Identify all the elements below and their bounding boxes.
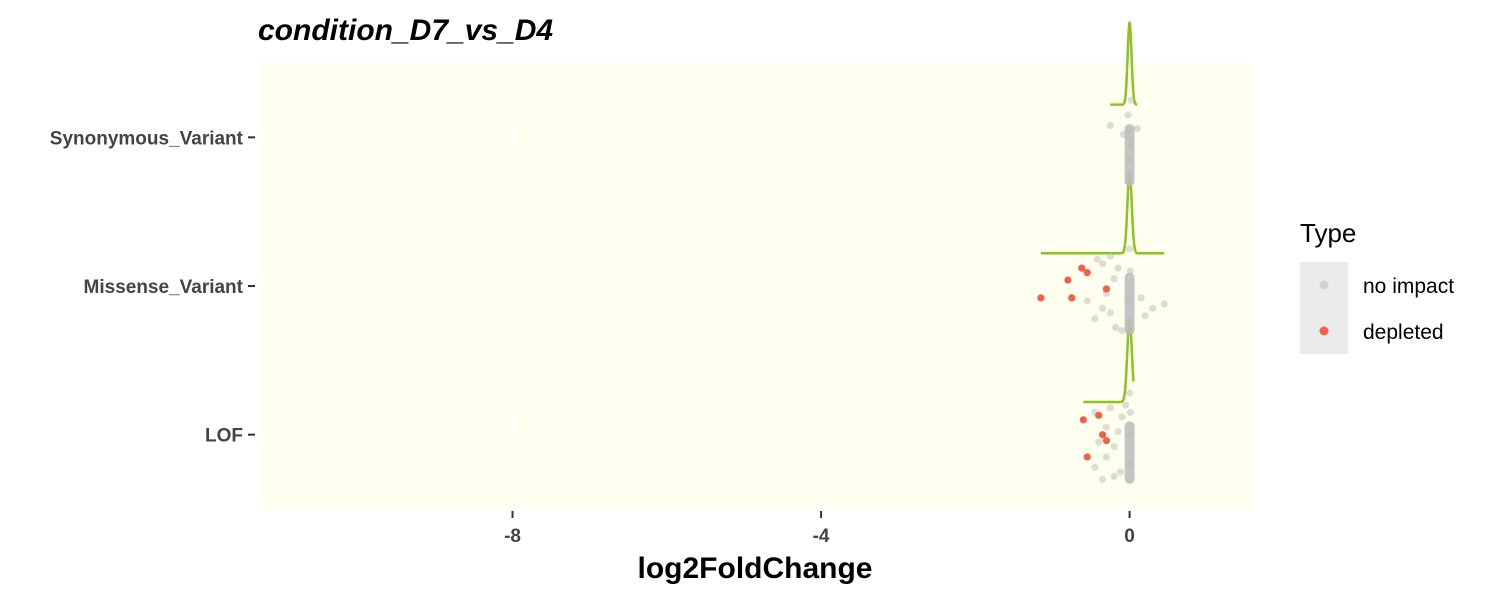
data-point — [1110, 274, 1118, 283]
data-point — [1149, 304, 1157, 312]
chart-title: condition_D7_vs_D4 — [258, 14, 553, 47]
legend-title: Type — [1300, 218, 1356, 248]
x-axis: -8 -4 0 — [504, 511, 1135, 547]
y-tick-label: Missense_Variant — [84, 277, 244, 298]
data-point — [1114, 264, 1122, 272]
data-point — [1102, 423, 1111, 431]
legend: Type no impact depleted — [1300, 218, 1454, 354]
data-point — [1095, 411, 1103, 419]
data-point — [1098, 304, 1107, 312]
legend-label: depleted — [1363, 321, 1444, 344]
data-point — [1112, 324, 1120, 332]
data-point — [1093, 255, 1101, 263]
data-point-cluster — [1124, 421, 1135, 484]
data-point — [1106, 121, 1114, 130]
data-point — [1126, 408, 1134, 416]
density-curve — [1110, 20, 1138, 106]
data-points — [1037, 96, 1168, 484]
data-point — [1116, 468, 1124, 476]
data-point — [1106, 252, 1114, 260]
legend-marker — [1319, 326, 1329, 336]
data-point-cluster — [1124, 123, 1135, 187]
x-tick-label: -8 — [504, 526, 521, 547]
data-point — [1124, 111, 1132, 119]
data-point — [1133, 124, 1141, 133]
data-point — [1160, 300, 1168, 308]
data-point — [1091, 463, 1099, 471]
x-axis-label: log2FoldChange — [638, 552, 873, 585]
data-point — [1137, 294, 1145, 302]
data-point — [1106, 309, 1114, 317]
data-point — [1110, 442, 1118, 451]
data-point — [1102, 453, 1111, 461]
data-point — [1068, 294, 1076, 302]
data-point — [1095, 438, 1103, 446]
data-point — [1125, 389, 1134, 397]
legend-label: no impact — [1363, 275, 1454, 298]
data-point — [1125, 245, 1134, 253]
data-point-cluster — [1124, 272, 1135, 336]
data-point — [1102, 437, 1111, 445]
data-point — [1083, 297, 1091, 305]
data-point — [1037, 294, 1045, 302]
data-point — [1118, 413, 1126, 421]
data-point — [1127, 96, 1135, 104]
x-tick-label: -4 — [813, 526, 830, 547]
data-point — [1141, 312, 1149, 320]
data-point — [1110, 472, 1118, 480]
data-point — [1106, 404, 1114, 412]
data-point — [1083, 453, 1091, 461]
data-point — [1079, 416, 1087, 424]
density-curves — [1040, 20, 1165, 404]
legend-entries: no impact depleted — [1300, 262, 1454, 354]
density-curve — [1040, 171, 1165, 255]
data-point — [1122, 401, 1130, 409]
x-tick-label: 0 — [1124, 526, 1135, 547]
data-point — [1064, 276, 1072, 284]
legend-marker — [1319, 280, 1329, 290]
data-point — [1102, 285, 1111, 293]
y-axis: Synonymous_Variant Missense_Variant LOF — [50, 128, 255, 447]
data-point — [1098, 431, 1107, 439]
data-point — [1083, 269, 1091, 277]
y-tick-label: LOF — [205, 426, 243, 447]
data-point — [1114, 428, 1122, 436]
data-point — [1078, 264, 1086, 272]
density-curve — [1083, 317, 1135, 404]
y-tick-label: Synonymous_Variant — [50, 128, 244, 149]
data-point — [1098, 475, 1107, 483]
data-point — [1091, 315, 1099, 323]
data-point — [1118, 327, 1126, 335]
data-point — [1098, 260, 1107, 268]
